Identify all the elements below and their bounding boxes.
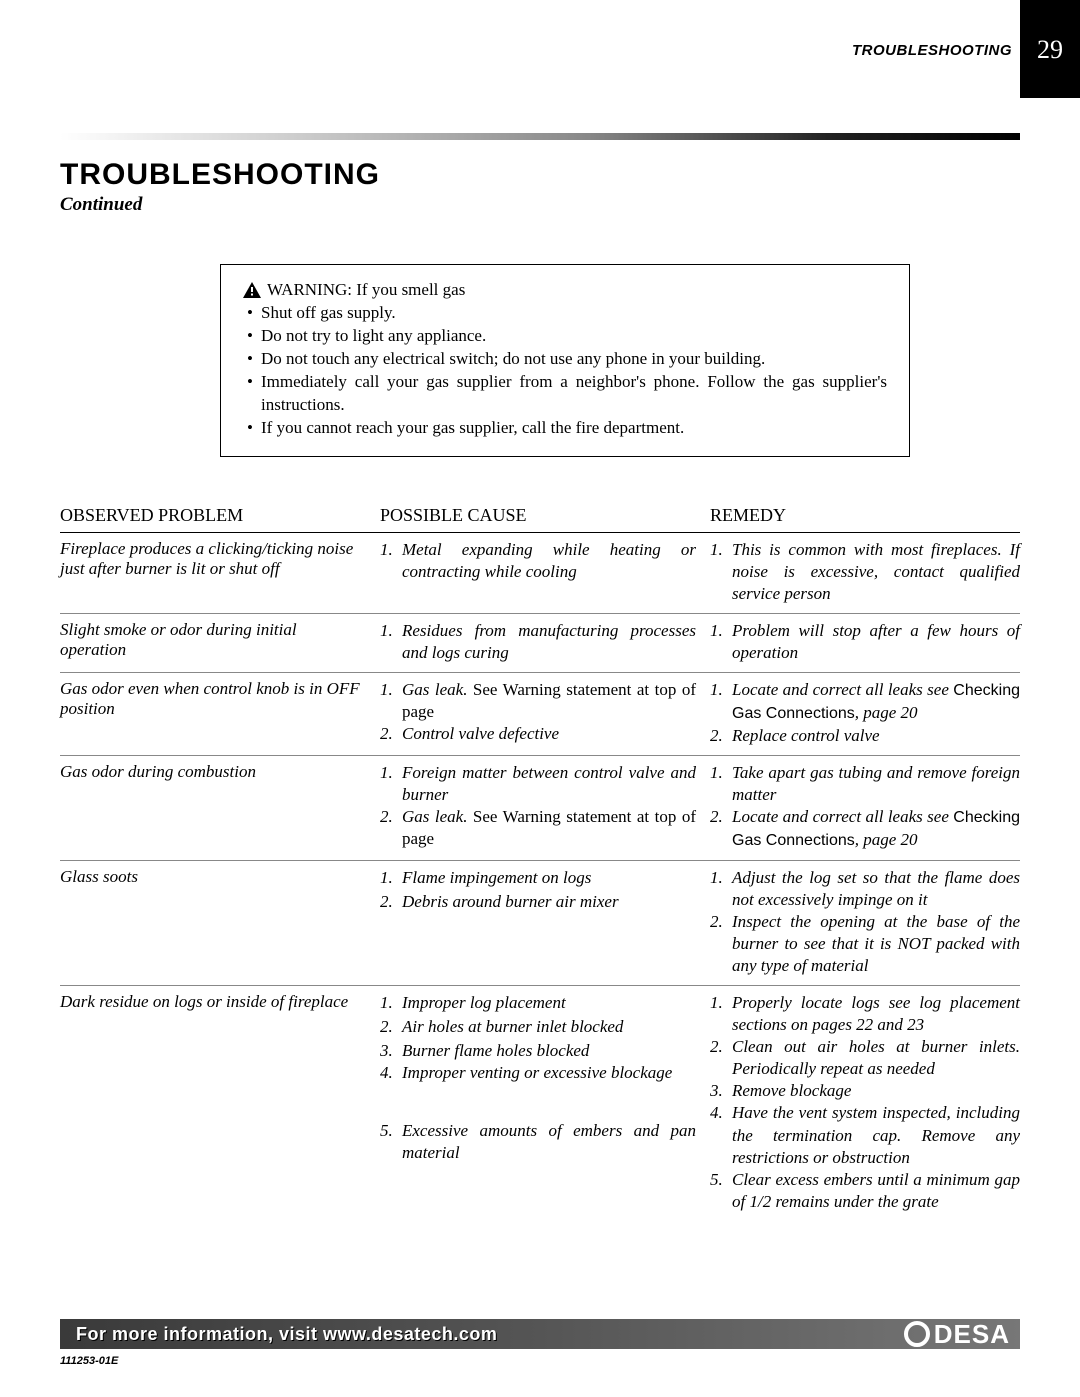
- logo-circle-icon: [904, 1321, 930, 1347]
- remedy: Problem will stop after a few hours of o…: [710, 620, 1020, 664]
- col-header-remedy: REMEDY: [710, 505, 1020, 526]
- remedy: Properly locate logs see log placement s…: [710, 992, 1020, 1213]
- remedy-item: This is common with most fireplaces. If …: [710, 539, 1020, 605]
- cause-item: Air holes at burner inlet blocked: [380, 1016, 696, 1038]
- warning-item: If you cannot reach your gas supplier, c…: [243, 417, 887, 440]
- brand-logo: DESA: [904, 1319, 1010, 1350]
- remedy-item: Clean out air holes at burner inlets. Pe…: [710, 1036, 1020, 1080]
- warning-item: Immediately call your gas supplier from …: [243, 371, 887, 417]
- remedy: Take apart gas tubing and remove foreign…: [710, 762, 1020, 852]
- remedy: This is common with most fireplaces. If …: [710, 539, 1020, 605]
- troubleshooting-table: OBSERVED PROBLEM POSSIBLE CAUSE REMEDY F…: [60, 499, 1020, 1221]
- observed-problem: Gas odor during combustion: [60, 762, 380, 852]
- observed-problem: Fireplace produces a clicking/ticking no…: [60, 539, 380, 605]
- possible-cause: Gas leak. See Warning statement at top o…: [380, 679, 710, 747]
- warning-icon: [243, 282, 261, 298]
- observed-problem: Slight smoke or odor during initial oper…: [60, 620, 380, 664]
- possible-cause: Flame impingement on logsDebris around b…: [380, 867, 710, 977]
- page-number-box: 29: [1020, 0, 1080, 98]
- remedy-item: Replace control valve: [710, 725, 1020, 747]
- remedy-item: Remove blockage: [710, 1080, 1020, 1102]
- table-header-row: OBSERVED PROBLEM POSSIBLE CAUSE REMEDY: [60, 499, 1020, 533]
- cause-item: Burner flame holes blocked: [380, 1040, 696, 1062]
- page-number: 29: [1037, 35, 1063, 65]
- footer-text: For more information, visit www.desatech…: [76, 1324, 497, 1345]
- col-header-observed: OBSERVED PROBLEM: [60, 505, 380, 526]
- page-title: TROUBLESHOOTING: [60, 158, 1020, 192]
- cause-item: Control valve defective: [380, 723, 696, 745]
- header-section-label: TROUBLESHOOTING: [852, 42, 1012, 59]
- cause-item: Flame impingement on logs: [380, 867, 696, 889]
- warning-item: Do not try to light any appliance.: [243, 325, 887, 348]
- observed-problem: Gas odor even when control knob is in OF…: [60, 679, 380, 747]
- warning-item: Shut off gas supply.: [243, 302, 887, 325]
- remedy: Locate and correct all leaks see Checkin…: [710, 679, 1020, 747]
- table-row: Fireplace produces a clicking/ticking no…: [60, 533, 1020, 614]
- cause-item: Excessive amounts of embers and pan mate…: [380, 1120, 696, 1164]
- footer-bar: For more information, visit www.desatech…: [60, 1319, 1020, 1349]
- remedy-item: Locate and correct all leaks see Checkin…: [710, 679, 1020, 725]
- remedy-item: Adjust the log set so that the flame doe…: [710, 867, 1020, 911]
- col-header-cause: POSSIBLE CAUSE: [380, 505, 710, 526]
- possible-cause: Improper log placementAir holes at burne…: [380, 992, 710, 1213]
- cause-item: Debris around burner air mixer: [380, 891, 696, 913]
- possible-cause: Foreign matter between control valve and…: [380, 762, 710, 852]
- cause-item: Gas leak. See Warning statement at top o…: [380, 679, 696, 723]
- warning-item: Do not touch any electrical switch; do n…: [243, 348, 887, 371]
- divider-bar: [60, 133, 1020, 140]
- cause-item: Improper log placement: [380, 992, 696, 1014]
- remedy-item: Take apart gas tubing and remove foreign…: [710, 762, 1020, 806]
- remedy-item: Problem will stop after a few hours of o…: [710, 620, 1020, 664]
- remedy-item: Locate and correct all leaks see Checkin…: [710, 806, 1020, 852]
- logo-text: DESA: [934, 1319, 1010, 1350]
- warning-list: Shut off gas supply. Do not try to light…: [243, 302, 887, 440]
- table-row: Slight smoke or odor during initial oper…: [60, 614, 1020, 673]
- cause-item: Foreign matter between control valve and…: [380, 762, 696, 806]
- remedy-item: Have the vent system inspected, includin…: [710, 1102, 1020, 1168]
- table-row: Dark residue on logs or inside of firepl…: [60, 986, 1020, 1221]
- page-subtitle: Continued: [60, 194, 1020, 216]
- remedy: Adjust the log set so that the flame doe…: [710, 867, 1020, 977]
- observed-problem: Dark residue on logs or inside of firepl…: [60, 992, 380, 1213]
- observed-problem: Glass soots: [60, 867, 380, 977]
- table-row: Glass sootsFlame impingement on logsDebr…: [60, 861, 1020, 986]
- warning-box: WARNING: If you smell gas Shut off gas s…: [220, 264, 910, 457]
- document-id: 111253-01E: [60, 1355, 1020, 1367]
- cause-item: Residues from manufacturing processes an…: [380, 620, 696, 664]
- remedy-item: Inspect the opening at the base of the b…: [710, 911, 1020, 977]
- possible-cause: Residues from manufacturing processes an…: [380, 620, 710, 664]
- remedy-item: Clear excess embers until a minimum gap …: [710, 1169, 1020, 1213]
- table-row: Gas odor even when control knob is in OF…: [60, 673, 1020, 756]
- page-header: TROUBLESHOOTING 29: [0, 0, 1080, 98]
- content: TROUBLESHOOTING Continued WARNING: If yo…: [0, 140, 1080, 1221]
- possible-cause: Metal expanding while heating or contrac…: [380, 539, 710, 605]
- table-row: Gas odor during combustionForeign matter…: [60, 756, 1020, 861]
- cause-item: Gas leak. See Warning statement at top o…: [380, 806, 696, 850]
- cause-item: Improper venting or excessive blockage: [380, 1062, 696, 1084]
- warning-lead: WARNING: If you smell gas: [267, 279, 465, 302]
- cause-item: Metal expanding while heating or contrac…: [380, 539, 696, 583]
- remedy-item: Properly locate logs see log placement s…: [710, 992, 1020, 1036]
- page-footer: For more information, visit www.desatech…: [60, 1319, 1020, 1367]
